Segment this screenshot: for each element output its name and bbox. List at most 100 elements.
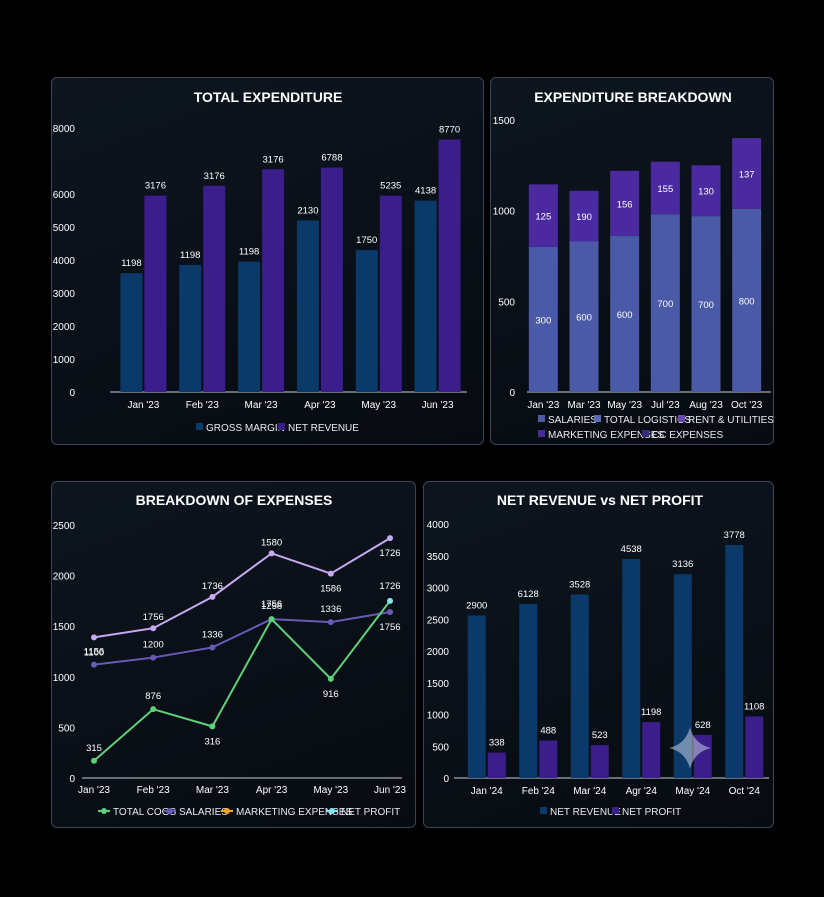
data-point — [327, 675, 334, 682]
x-tick-label: Feb '23 — [186, 400, 219, 411]
bar-net-revenue — [725, 544, 744, 778]
bar-net-revenue — [320, 167, 343, 392]
y-tick-label: 3500 — [427, 552, 450, 563]
y-tick-label: 8000 — [53, 124, 76, 135]
bar-marketing-expenses — [650, 161, 680, 215]
legend-label: NET PROFIT — [622, 807, 681, 818]
data-point — [209, 723, 216, 730]
legend-swatch — [594, 415, 601, 422]
data-label: 3778 — [724, 530, 745, 541]
data-point — [209, 644, 216, 651]
y-tick-label: 2500 — [427, 615, 450, 626]
legend-swatch — [167, 808, 173, 814]
y-tick-label: 500 — [432, 742, 449, 753]
data-point — [209, 593, 216, 600]
data-label: 316 — [204, 736, 220, 747]
data-label: 190 — [576, 212, 592, 223]
data-label: 700 — [698, 300, 714, 311]
line-total-cogs — [93, 600, 391, 762]
data-label: 1100 — [84, 647, 104, 658]
data-label: 156 — [617, 199, 633, 210]
x-tick-label: Feb '24 — [522, 786, 555, 797]
y-tick-label: 3000 — [427, 584, 450, 595]
x-tick-label: Apr '23 — [256, 785, 288, 796]
x-tick-label: Mar '24 — [573, 786, 606, 797]
data-label: 3176 — [145, 181, 166, 192]
bar-gross-margin — [179, 264, 202, 392]
data-label: 800 — [739, 296, 755, 307]
bar-marketing-expenses — [569, 190, 599, 242]
x-tick-label: May '23 — [607, 400, 642, 411]
legend-label: GROSS MARGIN — [206, 423, 285, 434]
bar-net-revenue — [570, 594, 589, 778]
x-tick-label: Mar '23 — [567, 400, 600, 411]
bar-salaries — [691, 216, 721, 392]
bar-gross-margin — [414, 200, 437, 392]
bar-net-revenue — [519, 604, 538, 778]
data-label: 1756 — [379, 622, 400, 633]
bar-marketing-expenses — [691, 165, 721, 217]
data-label: 6788 — [321, 153, 342, 164]
y-tick-label: 2000 — [53, 572, 76, 583]
y-tick-label: 0 — [509, 388, 515, 399]
x-tick-label: Oct '23 — [731, 400, 763, 411]
legend-label: NET REVENUE — [288, 423, 359, 434]
data-label: 2130 — [297, 205, 318, 216]
data-label: 4138 — [415, 186, 436, 197]
data-label: 600 — [617, 310, 633, 321]
data-label: 1198 — [180, 250, 200, 261]
y-tick-label: 1500 — [493, 116, 516, 127]
legend-swatch — [329, 808, 335, 814]
data-label: 1336 — [320, 604, 341, 615]
bar-gross-margin — [238, 261, 261, 392]
data-label: 3176 — [204, 171, 225, 182]
data-label: 1336 — [202, 629, 223, 640]
data-label: 1200 — [143, 640, 164, 651]
chart-title: EXPENDITURE BREAKDOWN — [534, 89, 732, 105]
data-label: 3136 — [672, 559, 693, 570]
data-point — [387, 535, 393, 542]
data-label: 1726 — [379, 581, 400, 592]
line-top — [93, 537, 391, 639]
total-expenditure-chart: TOTAL EXPENDITURE 0 1000 2000 3000 4000 5000 60… — [53, 89, 467, 434]
net-revenue-vs-net-profit-chart: NET REVENUE vs NET PROFIT 0 500 1000 1500 200… — [427, 492, 769, 818]
data-point — [150, 625, 157, 632]
legend-swatch — [101, 808, 107, 814]
data-point — [150, 654, 157, 661]
data-label: 1258 — [261, 601, 282, 612]
legend-label: MARKETING EXPENSES — [236, 807, 352, 818]
bar-net-revenue — [467, 615, 486, 778]
breakdown-of-expenses-panel: BREAKDOWN OF EXPENSES 0 500 1000 1500 2000 250… — [51, 481, 416, 828]
bar-net-revenue — [438, 139, 461, 392]
data-label: 523 — [592, 730, 608, 741]
y-tick-label: 5000 — [53, 223, 76, 234]
net-revenue-vs-net-profit-panel: NET REVENUE vs NET PROFIT 0 500 1000 1500 200… — [423, 481, 774, 828]
data-label: 488 — [540, 726, 556, 737]
y-tick-label: 1000 — [53, 355, 76, 366]
y-tick-label: 1000 — [427, 711, 450, 722]
data-label: 628 — [695, 720, 711, 731]
data-label: 1198 — [239, 247, 259, 258]
data-label: 600 — [576, 313, 592, 324]
bar-gross-margin — [120, 273, 143, 392]
sparkle-icon — [669, 727, 711, 769]
x-tick-label: Mar '23 — [196, 785, 229, 796]
data-label: 1756 — [261, 599, 282, 610]
x-tick-label: Jan '23 — [78, 785, 110, 796]
x-tick-label: Jul '23 — [651, 400, 680, 411]
data-point — [387, 609, 393, 616]
bar-net-revenue — [673, 574, 692, 778]
y-tick-label: 4000 — [427, 520, 450, 531]
x-tick-label: Jan '23 — [527, 400, 559, 411]
data-label: 1726 — [379, 548, 400, 559]
x-tick-label: Mar '23 — [245, 400, 278, 411]
legend-label: TOTAL COGS — [113, 807, 176, 818]
y-tick-label: 4000 — [53, 256, 76, 267]
y-tick-label: 2500 — [53, 521, 76, 532]
bar-net-revenue — [379, 195, 402, 392]
bar-salaries — [569, 241, 599, 392]
data-label: 300 — [535, 315, 551, 326]
data-point — [150, 706, 157, 713]
data-label: 8770 — [439, 125, 460, 136]
legend-swatch — [642, 430, 649, 437]
